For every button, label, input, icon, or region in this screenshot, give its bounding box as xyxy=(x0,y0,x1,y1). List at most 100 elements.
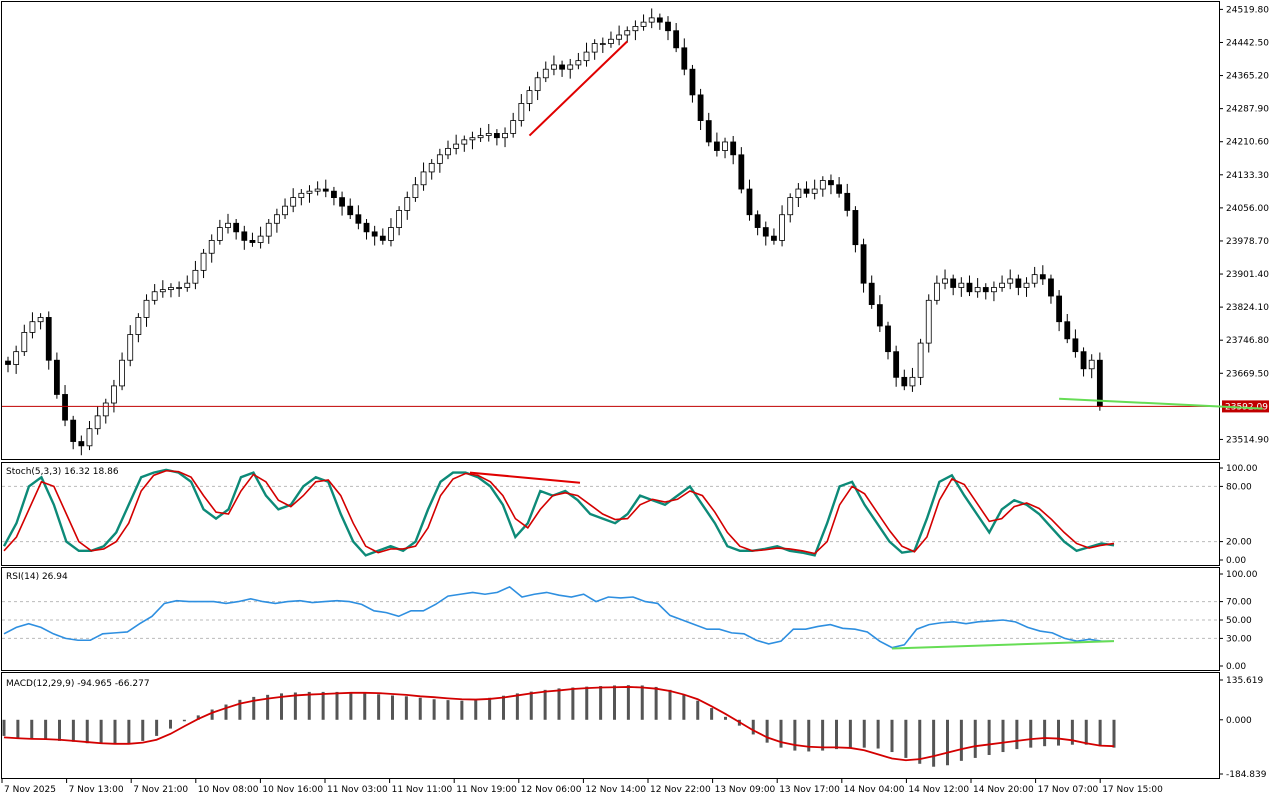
candle xyxy=(836,184,843,194)
macd-histogram-bar xyxy=(515,693,519,720)
candle xyxy=(265,222,272,237)
candle xyxy=(176,287,183,289)
candle xyxy=(1007,278,1014,284)
rsi-panel[interactable] xyxy=(1,567,1220,671)
price-trendline xyxy=(528,40,628,137)
macd-histogram-bar xyxy=(807,719,811,752)
candle xyxy=(1096,359,1103,407)
candle xyxy=(999,282,1005,288)
price-tick-label: 24442.50 xyxy=(1226,38,1269,48)
candle xyxy=(86,428,93,447)
macd-histogram-bar xyxy=(293,692,297,720)
macd-histogram-bar xyxy=(377,694,381,720)
time-tick-label: 12 Nov 14:00 xyxy=(585,785,646,795)
candle xyxy=(371,231,378,237)
macd-histogram-bar xyxy=(363,693,367,720)
candle xyxy=(159,289,166,293)
macd-histogram-bar xyxy=(141,719,145,741)
candle xyxy=(689,68,696,96)
candle xyxy=(656,17,663,23)
candle xyxy=(991,287,997,293)
macd-histogram-bar xyxy=(1070,719,1074,745)
macd-histogram-bar xyxy=(335,691,339,720)
time-tick-label: 10 Nov 08:00 xyxy=(198,785,259,795)
price-tick-label: 24133.30 xyxy=(1226,171,1269,181)
candle xyxy=(151,291,158,301)
candle xyxy=(950,278,957,288)
price-tick-label: 24365.20 xyxy=(1226,72,1269,82)
macd-histogram-bar xyxy=(571,687,575,720)
candle xyxy=(722,141,728,151)
main-panel[interactable] xyxy=(1,1,1220,460)
candle xyxy=(819,180,826,190)
macd-histogram-bar xyxy=(848,719,852,749)
current-price-badge xyxy=(1222,400,1269,413)
price-tick-label: 23901.40 xyxy=(1226,270,1269,280)
candle xyxy=(599,43,606,45)
macd-histogram-bar xyxy=(876,719,880,749)
rsi-tick-label: 30.00 xyxy=(1226,634,1252,644)
candle xyxy=(925,299,932,344)
candle xyxy=(885,325,891,353)
candle xyxy=(111,385,117,404)
macd-histogram-bar xyxy=(529,691,533,720)
price-tick-label: 23978.70 xyxy=(1226,237,1269,247)
candle xyxy=(314,188,321,192)
candle xyxy=(331,190,337,199)
candle xyxy=(958,282,965,288)
candle xyxy=(322,188,329,192)
candle xyxy=(379,235,386,241)
macd-histogram-bar xyxy=(58,719,61,741)
macd-histogram-bar xyxy=(959,719,963,761)
macd-histogram-bar xyxy=(44,719,48,740)
price-tick-label: 23746.80 xyxy=(1226,336,1269,346)
stoch-tick-label: 80.00 xyxy=(1226,482,1252,492)
candle xyxy=(225,222,231,228)
macd-histogram-bar xyxy=(113,719,117,744)
candle xyxy=(216,227,223,241)
candle xyxy=(241,231,248,241)
candle xyxy=(559,64,565,70)
macd-tick-label: 135.619 xyxy=(1226,676,1263,686)
candle xyxy=(844,192,851,211)
macd-histogram-bar xyxy=(169,719,172,729)
macd-histogram-bar xyxy=(793,719,797,751)
macd-title: MACD(12,29,9) -94.965 -66.277 xyxy=(6,679,150,689)
macd-signal-line xyxy=(3,686,1115,762)
candle xyxy=(713,141,720,151)
macd-histogram-bar xyxy=(682,694,686,720)
candle xyxy=(347,205,354,216)
time-tick-label: 12 Nov 06:00 xyxy=(521,785,582,795)
macd-histogram-bar xyxy=(1084,719,1088,745)
macd-histogram-bar xyxy=(543,689,547,720)
candle xyxy=(974,287,981,293)
candle xyxy=(127,334,134,361)
candle xyxy=(738,154,745,190)
stoch-panel[interactable] xyxy=(1,462,1220,566)
macd-histogram-bar xyxy=(862,719,866,748)
macd-histogram-bar xyxy=(557,688,561,720)
candle xyxy=(624,30,631,36)
macd-histogram-bar xyxy=(724,716,727,720)
time-tick-label: 12 Nov 22:00 xyxy=(650,785,711,795)
candle xyxy=(697,94,704,121)
macd-histogram-bar xyxy=(710,708,714,720)
candle xyxy=(893,351,900,378)
candle xyxy=(982,287,989,293)
macd-tick-label: -184.839 xyxy=(1226,770,1267,780)
candle xyxy=(21,332,28,353)
macd-histogram-bar xyxy=(127,719,131,744)
candle xyxy=(70,419,77,442)
price-tick-label: 24287.90 xyxy=(1226,105,1269,115)
price-tick-label: 23669.50 xyxy=(1226,369,1269,379)
candle xyxy=(257,235,264,243)
macd-histogram-bar xyxy=(1098,719,1102,747)
candle xyxy=(1072,338,1079,353)
candle xyxy=(102,402,109,417)
time-tick-label: 17 Nov 15:00 xyxy=(1102,785,1163,795)
macd-histogram-bar xyxy=(460,700,464,720)
candle xyxy=(282,205,288,216)
candle xyxy=(551,64,557,70)
